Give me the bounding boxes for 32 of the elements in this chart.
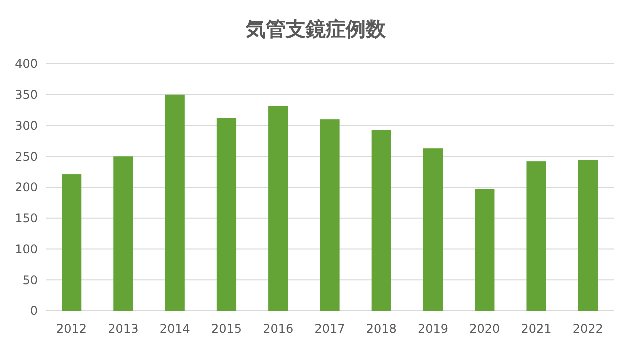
x-tick-label: 2013: [108, 322, 139, 336]
x-tick-label: 2022: [572, 322, 604, 336]
bar: [216, 118, 237, 311]
bar: [165, 94, 185, 311]
x-tick-label: 2014: [160, 322, 190, 336]
x-tick-label: 2015: [211, 322, 242, 336]
bar: [578, 160, 598, 311]
y-tick-label: 0: [30, 304, 38, 318]
x-tick-label: 2019: [418, 322, 449, 336]
y-tick-label: 300: [15, 118, 38, 133]
x-tick-label: 2021: [521, 322, 552, 336]
bar: [268, 106, 288, 311]
bar: [423, 148, 444, 311]
x-tick-label: 2017: [314, 322, 346, 336]
x-tick-label: 2012: [56, 322, 88, 336]
y-tick-label: 50: [22, 273, 38, 288]
bar: [62, 174, 82, 311]
y-tick-label: 350: [15, 88, 38, 102]
y-tick-label: 200: [15, 180, 38, 195]
y-tick-label: 400: [15, 57, 38, 72]
y-tick-label: 150: [15, 212, 38, 226]
chart-title: 気管支鏡症例数: [245, 17, 387, 41]
x-tick-label: 2020: [470, 322, 500, 336]
x-tick-label: 2018: [366, 322, 397, 336]
x-tick-label: 2016: [263, 322, 294, 336]
bar: [372, 130, 392, 311]
bar: [114, 156, 134, 311]
bar: [320, 120, 340, 311]
bar: [475, 189, 495, 311]
bar: [526, 162, 546, 311]
y-tick-label: 100: [15, 242, 38, 256]
y-tick-label: 250: [15, 150, 38, 164]
